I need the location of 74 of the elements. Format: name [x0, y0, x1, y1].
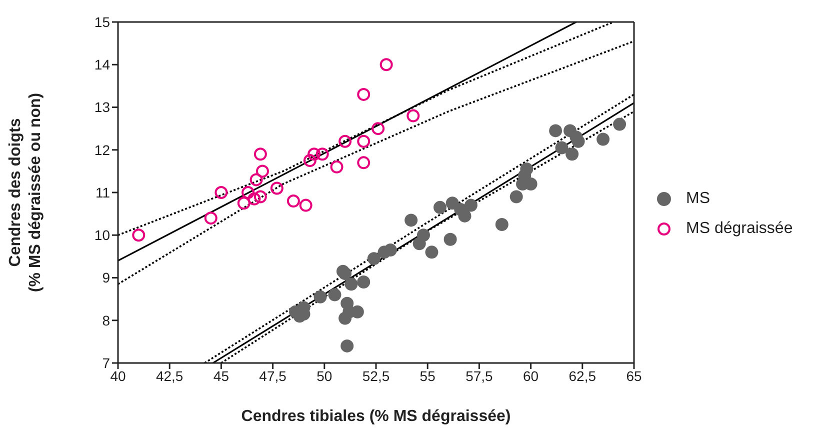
point	[314, 290, 327, 304]
x-tick-label: 42,5	[156, 368, 184, 384]
point	[510, 190, 523, 204]
point	[237, 196, 250, 210]
point	[596, 132, 610, 146]
point	[357, 134, 370, 148]
point	[303, 154, 316, 168]
point	[572, 134, 585, 148]
y-tick-label: 13	[94, 99, 110, 116]
line-series	[118, 40, 634, 286]
y-tick-label: 9	[102, 270, 110, 286]
point	[433, 200, 446, 214]
x-tick-label: 62,5	[568, 368, 596, 384]
point	[270, 182, 284, 195]
point	[316, 148, 329, 161]
point	[328, 288, 342, 302]
point	[299, 198, 312, 212]
point	[214, 186, 228, 199]
point	[308, 148, 321, 161]
point	[380, 58, 393, 72]
y-tick-label: 12	[94, 142, 110, 158]
legend-label: MS dégraissée	[686, 220, 793, 238]
point	[495, 218, 508, 231]
point	[384, 244, 397, 257]
x-tick-label: 65	[626, 368, 642, 384]
y-tick-label: 14	[94, 56, 110, 73]
point	[286, 194, 300, 208]
point	[254, 190, 267, 204]
point	[338, 266, 352, 280]
point	[338, 134, 352, 148]
point	[338, 312, 352, 325]
x-tick-label: 40	[110, 368, 126, 384]
x-tick-label: 52,5	[362, 368, 390, 384]
point	[406, 109, 420, 122]
point	[357, 156, 370, 170]
point	[330, 160, 344, 174]
point	[357, 276, 370, 289]
point	[464, 198, 478, 212]
x-tick-label: 55	[420, 368, 436, 384]
point	[344, 278, 358, 291]
point	[204, 212, 218, 225]
x-axis-title: Cendres tibiales (% MS dégraissée)	[241, 408, 511, 425]
point	[549, 124, 562, 138]
point	[254, 148, 267, 161]
point	[256, 164, 269, 178]
point	[242, 186, 255, 199]
point	[367, 252, 380, 266]
y-axis-title: Cendres des doigts (% MS dégraissée ou non)	[7, 92, 44, 292]
point	[404, 214, 418, 227]
point	[248, 192, 261, 206]
point	[520, 162, 534, 176]
point	[372, 122, 385, 136]
x-tick-label: 57,5	[466, 368, 494, 384]
point	[555, 141, 568, 154]
point	[357, 88, 370, 101]
y-tick-label: 7	[102, 354, 110, 371]
point	[425, 246, 438, 259]
point	[250, 173, 263, 186]
y-tick-label: 8	[102, 312, 110, 328]
point	[613, 118, 626, 131]
point	[340, 339, 354, 352]
point	[458, 209, 472, 222]
point	[566, 148, 579, 161]
x-tick-label: 50	[316, 368, 332, 384]
point	[444, 232, 457, 246]
y-tick-label: 10	[94, 227, 110, 244]
y-tick-label: 11	[95, 184, 110, 200]
point	[132, 228, 146, 242]
y-tick-label: 15	[94, 14, 110, 30]
legend-label: MS	[686, 190, 710, 208]
point	[416, 228, 430, 242]
x-tick-label: 60	[523, 368, 539, 384]
x-tick-label: 45	[213, 368, 230, 384]
x-tick-label: 47,5	[259, 368, 287, 384]
